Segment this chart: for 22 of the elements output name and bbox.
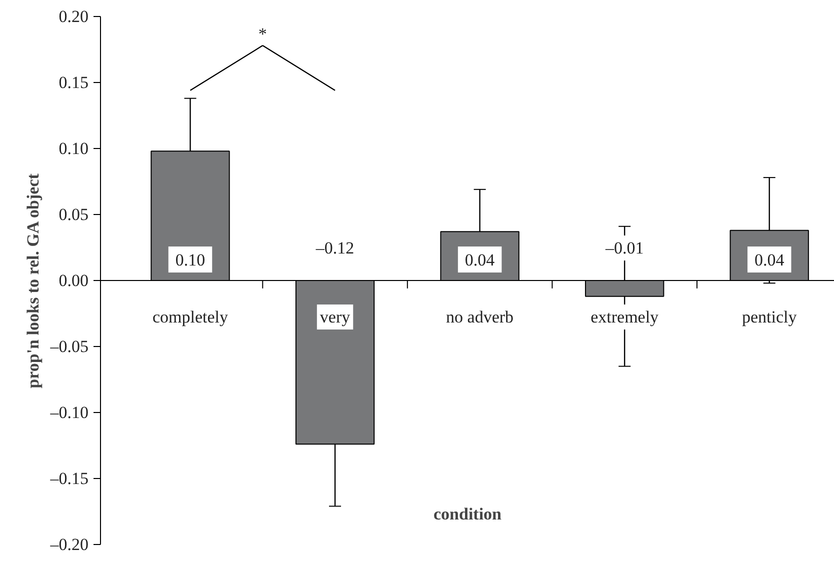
data-label: –0.01 — [604, 238, 644, 258]
data-label: –0.12 — [314, 238, 354, 258]
y-tick-label: –0.10 — [49, 403, 88, 422]
y-axis-title: prop'n looks to rel. GA object — [23, 173, 42, 388]
y-tick-label: –0.15 — [49, 469, 88, 488]
y-tick-label: –0.20 — [49, 535, 88, 554]
y-tick-label: 0.10 — [58, 139, 88, 158]
x-tick-label: very — [320, 308, 351, 326]
y-tick-label: 0.15 — [58, 73, 88, 92]
y-tick-label: 0.00 — [58, 271, 88, 290]
x-tick-label: no adverb — [446, 308, 514, 326]
data-label: 0.04 — [464, 250, 496, 270]
data-label: 0.04 — [754, 250, 785, 270]
y-tick-label: –0.05 — [49, 337, 88, 356]
x-tick-label: extremely — [590, 308, 660, 326]
y-tick-label: 0.20 — [58, 7, 88, 26]
x-tick-label: completely — [152, 308, 229, 326]
x-tick-label: penticly — [742, 308, 798, 326]
y-tick-label: 0.05 — [58, 205, 88, 224]
data-label: 0.10 — [175, 250, 206, 270]
annotation: * — [258, 24, 267, 44]
x-axis-title: condition — [433, 504, 502, 524]
